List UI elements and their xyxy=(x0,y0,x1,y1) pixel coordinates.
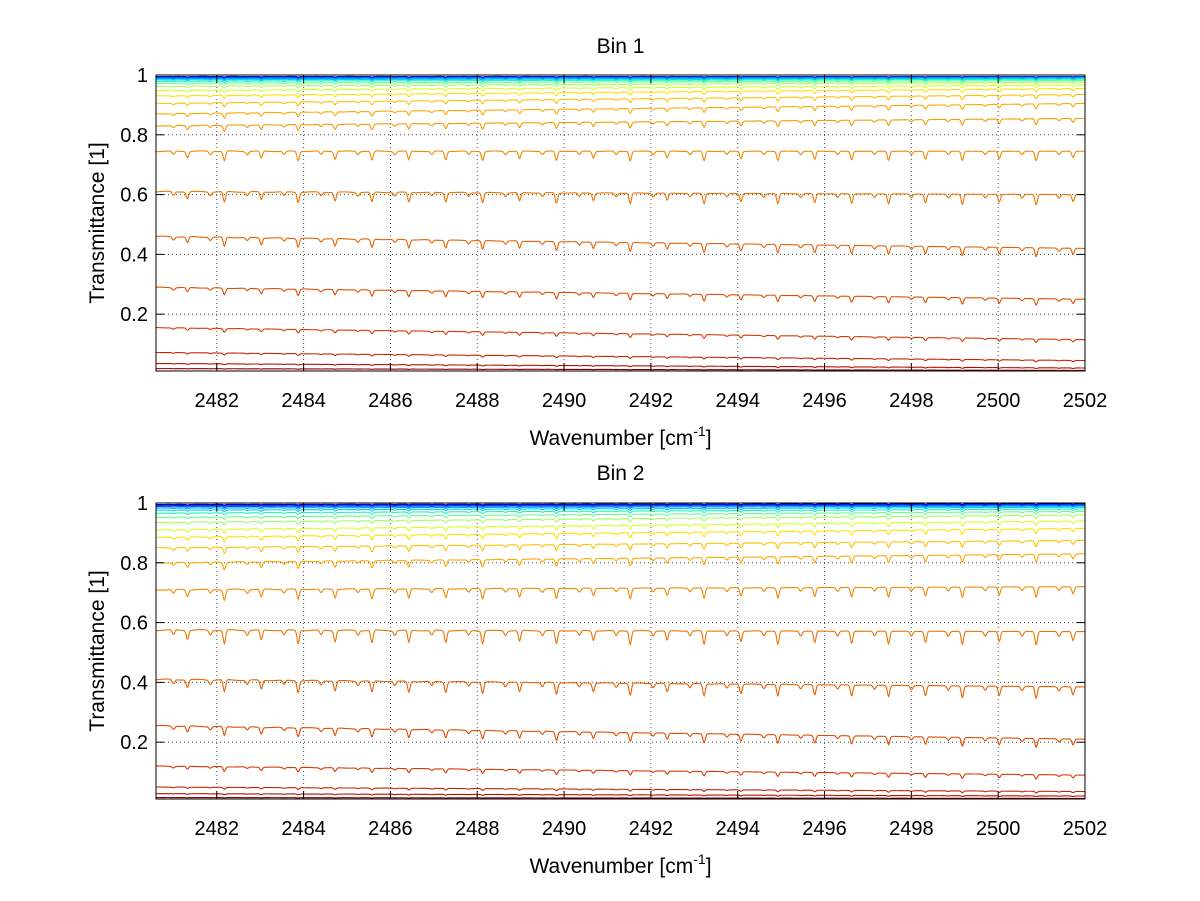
y-tick-label: 0.2 xyxy=(120,304,148,326)
x-tick-label: 2484 xyxy=(281,818,326,840)
chart-bin-1: 2482 2484 2486 2488 2490 2492 2494 2496 2498 2500… xyxy=(86,35,1107,450)
chart-bin-2: 2482 2484 2486 2488 2490 2492 2494 2496 2498 2500… xyxy=(86,462,1107,878)
x-tick-label: 2494 xyxy=(715,390,760,412)
series-line-curve-03 xyxy=(156,76,1085,80)
series-line-curve-20 xyxy=(156,796,1085,800)
series-line-curve-16 xyxy=(155,724,1086,748)
series-line-curve-13 xyxy=(155,586,1085,602)
series-line-curve-03 xyxy=(155,504,1085,509)
y-tick-label: 0.2 xyxy=(120,732,148,754)
series-line-curve-21 xyxy=(156,368,1085,372)
series-line-curve-09 xyxy=(155,520,1086,534)
y-tick-label: 0.4 xyxy=(120,672,148,694)
series-line-curve-08 xyxy=(155,81,1085,89)
series-line-curve-11 xyxy=(155,539,1086,555)
series-line-curve-12 xyxy=(155,102,1086,119)
axes-box xyxy=(155,74,1086,372)
y-tick-label: 0.4 xyxy=(120,244,148,266)
series-group xyxy=(155,75,1086,372)
y-axis-label: Transmittance [1] xyxy=(86,570,109,731)
series-line-curve-13 xyxy=(155,117,1086,133)
x-tick-label: 2492 xyxy=(629,818,674,840)
x-tick-label: 2492 xyxy=(629,390,674,412)
x-tick-label: 2500 xyxy=(976,818,1021,840)
series-line-curve-14 xyxy=(155,629,1086,646)
series-line-curve-15 xyxy=(155,190,1086,206)
series-line-curve-04 xyxy=(155,77,1085,81)
series-line-curve-09 xyxy=(155,84,1085,94)
y-tick-label: 0.8 xyxy=(120,553,148,575)
series-line-curve-15 xyxy=(155,678,1086,699)
series-line-curve-05 xyxy=(156,77,1085,82)
series-line-curve-18 xyxy=(155,786,1086,794)
series-line-curve-20 xyxy=(156,363,1085,370)
x-tick-label: 2502 xyxy=(1063,818,1108,840)
x-tick-label: 2496 xyxy=(802,818,847,840)
series-line-curve-10 xyxy=(155,87,1086,99)
x-tick-label: 2498 xyxy=(889,818,934,840)
x-axis-label: Wavenumber [cm-1] xyxy=(529,423,711,450)
series-line-curve-17 xyxy=(155,765,1086,780)
series-line-curve-16 xyxy=(155,235,1085,258)
x-tick-label: 2486 xyxy=(368,818,413,840)
series-line-curve-04 xyxy=(156,505,1085,510)
x-tick-label: 2482 xyxy=(195,390,240,412)
series-line-curve-06 xyxy=(155,508,1085,516)
plot-area xyxy=(156,503,1085,799)
series-line-curve-02 xyxy=(155,503,1086,507)
y-tick-label: 0.8 xyxy=(120,125,148,147)
series-line-curve-05 xyxy=(155,506,1085,513)
y-tick-label: 1 xyxy=(137,493,148,515)
x-tick-label: 2488 xyxy=(455,818,500,840)
chart-title: Bin 1 xyxy=(597,35,645,58)
series-line-curve-01 xyxy=(156,503,1085,506)
series-group xyxy=(155,503,1086,800)
x-tick-label: 2484 xyxy=(281,390,326,412)
axes-box xyxy=(155,502,1086,800)
series-line-curve-12 xyxy=(155,553,1085,571)
x-tick-label: 2486 xyxy=(368,390,413,412)
x-tick-label: 2490 xyxy=(542,390,587,412)
x-tick-label: 2482 xyxy=(195,818,240,840)
series-line-curve-18 xyxy=(155,326,1086,344)
chart-title: Bin 2 xyxy=(597,462,645,485)
x-tick-label: 2500 xyxy=(976,390,1021,412)
x-tick-label: 2502 xyxy=(1063,390,1108,412)
series-line-curve-06 xyxy=(155,78,1085,84)
x-tick-label: 2488 xyxy=(455,390,500,412)
series-line-curve-14 xyxy=(155,150,1085,162)
series-line-curve-08 xyxy=(156,514,1085,526)
y-tick-label: 0.6 xyxy=(120,613,148,635)
series-line-curve-07 xyxy=(155,79,1085,86)
x-tick-label: 2494 xyxy=(715,818,760,840)
series-line-curve-11 xyxy=(155,93,1086,108)
x-tick-label: 2498 xyxy=(889,390,934,412)
x-tick-label: 2496 xyxy=(802,390,847,412)
x-tick-label: 2490 xyxy=(542,818,587,840)
series-line-curve-17 xyxy=(156,286,1086,306)
series-line-curve-10 xyxy=(155,527,1086,543)
y-axis-label: Transmittance [1] xyxy=(86,142,109,303)
series-line-curve-19 xyxy=(155,351,1086,363)
y-tick-label: 1 xyxy=(137,65,148,87)
series-line-curve-07 xyxy=(155,510,1086,520)
x-axis-label: Wavenumber [cm-1] xyxy=(529,851,711,878)
series-line-curve-19 xyxy=(155,793,1085,798)
y-tick-label: 0.6 xyxy=(120,185,148,207)
